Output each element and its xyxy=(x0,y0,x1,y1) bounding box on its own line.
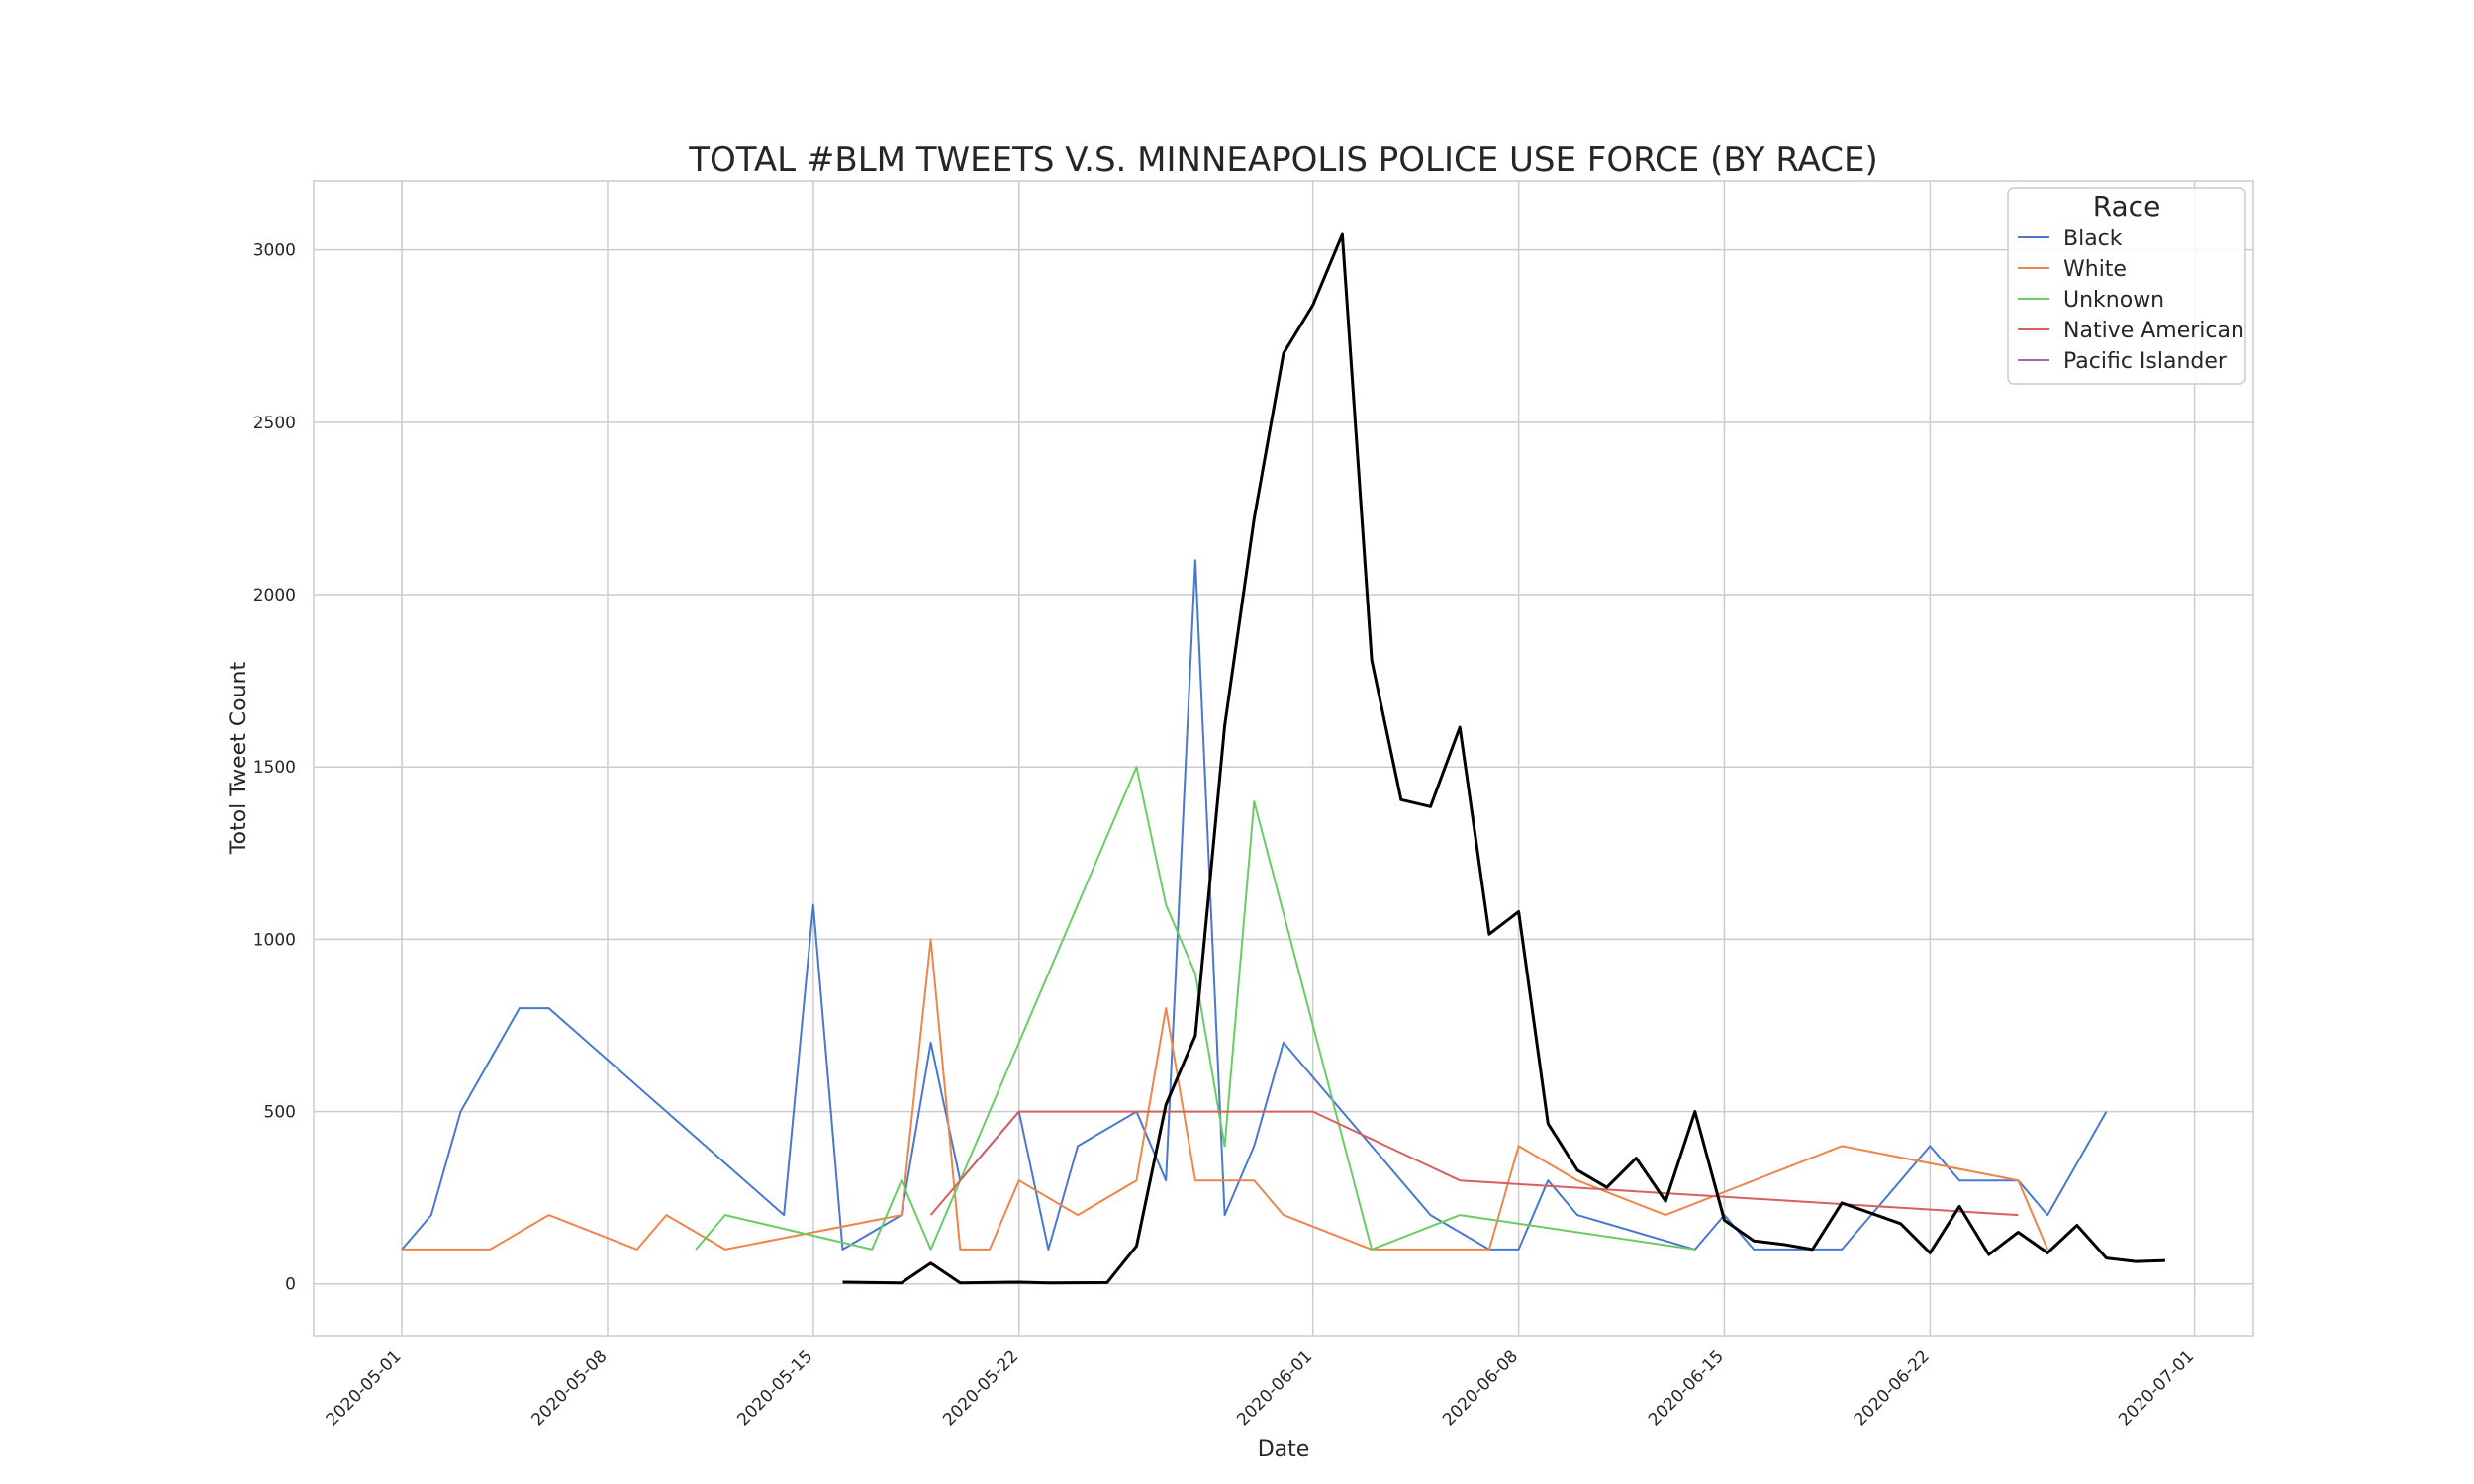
x-tick-label: 2020-05-15 xyxy=(733,1346,816,1430)
x-tick-label: 2020-05-22 xyxy=(939,1346,1022,1430)
legend-label: Unknown xyxy=(2063,288,2164,313)
legend-title: Race xyxy=(2093,190,2161,223)
legend-label: Pacific Islander xyxy=(2063,349,2228,374)
legend-label: Native American xyxy=(2063,319,2244,343)
legend: Race Black White Unknown Native American Pac… xyxy=(2007,187,2246,385)
y-axis-label: Totol Tweet Count xyxy=(227,662,251,856)
legend-label: Black xyxy=(2063,227,2123,251)
y-tick-label: 1500 xyxy=(253,758,296,778)
x-tick-label: 2020-05-01 xyxy=(323,1346,406,1430)
grid xyxy=(314,181,2253,1336)
x-tick-label: 2020-06-15 xyxy=(1645,1346,1728,1430)
y-tick-label: 0 xyxy=(285,1275,296,1295)
series-line-native-american xyxy=(929,1110,2019,1217)
chart-title: TOTAL #BLM TWEETS V.S. MINNEAPOLIS POLIC… xyxy=(688,140,1878,180)
x-tick-label: 2020-06-08 xyxy=(1439,1346,1522,1430)
y-tick-label: 2000 xyxy=(253,586,296,605)
series-line-unknown xyxy=(695,766,1695,1251)
y-tick-label: 3000 xyxy=(253,241,296,261)
x-tick-label: 2020-06-01 xyxy=(1233,1346,1316,1430)
series-group xyxy=(401,232,2165,1285)
x-tick-label: 2020-05-08 xyxy=(528,1346,612,1430)
legend-frame xyxy=(2007,187,2246,385)
legend-items: Black White Unknown Native American Pacific … xyxy=(2018,227,2244,374)
x-axis-label: Date xyxy=(1258,1438,1310,1462)
series-line-white xyxy=(402,938,2049,1251)
y-tick-label: 500 xyxy=(264,1103,296,1123)
y-tick-label: 2500 xyxy=(253,414,296,433)
x-tick-label: 2020-06-22 xyxy=(1851,1346,1934,1430)
legend-label: White xyxy=(2063,257,2127,282)
series-line-black xyxy=(401,559,2108,1251)
x-tick-label: 2020-07-01 xyxy=(2115,1346,2198,1430)
series-line-total-tweets xyxy=(842,232,2165,1285)
y-tick-label: 1000 xyxy=(253,930,296,950)
